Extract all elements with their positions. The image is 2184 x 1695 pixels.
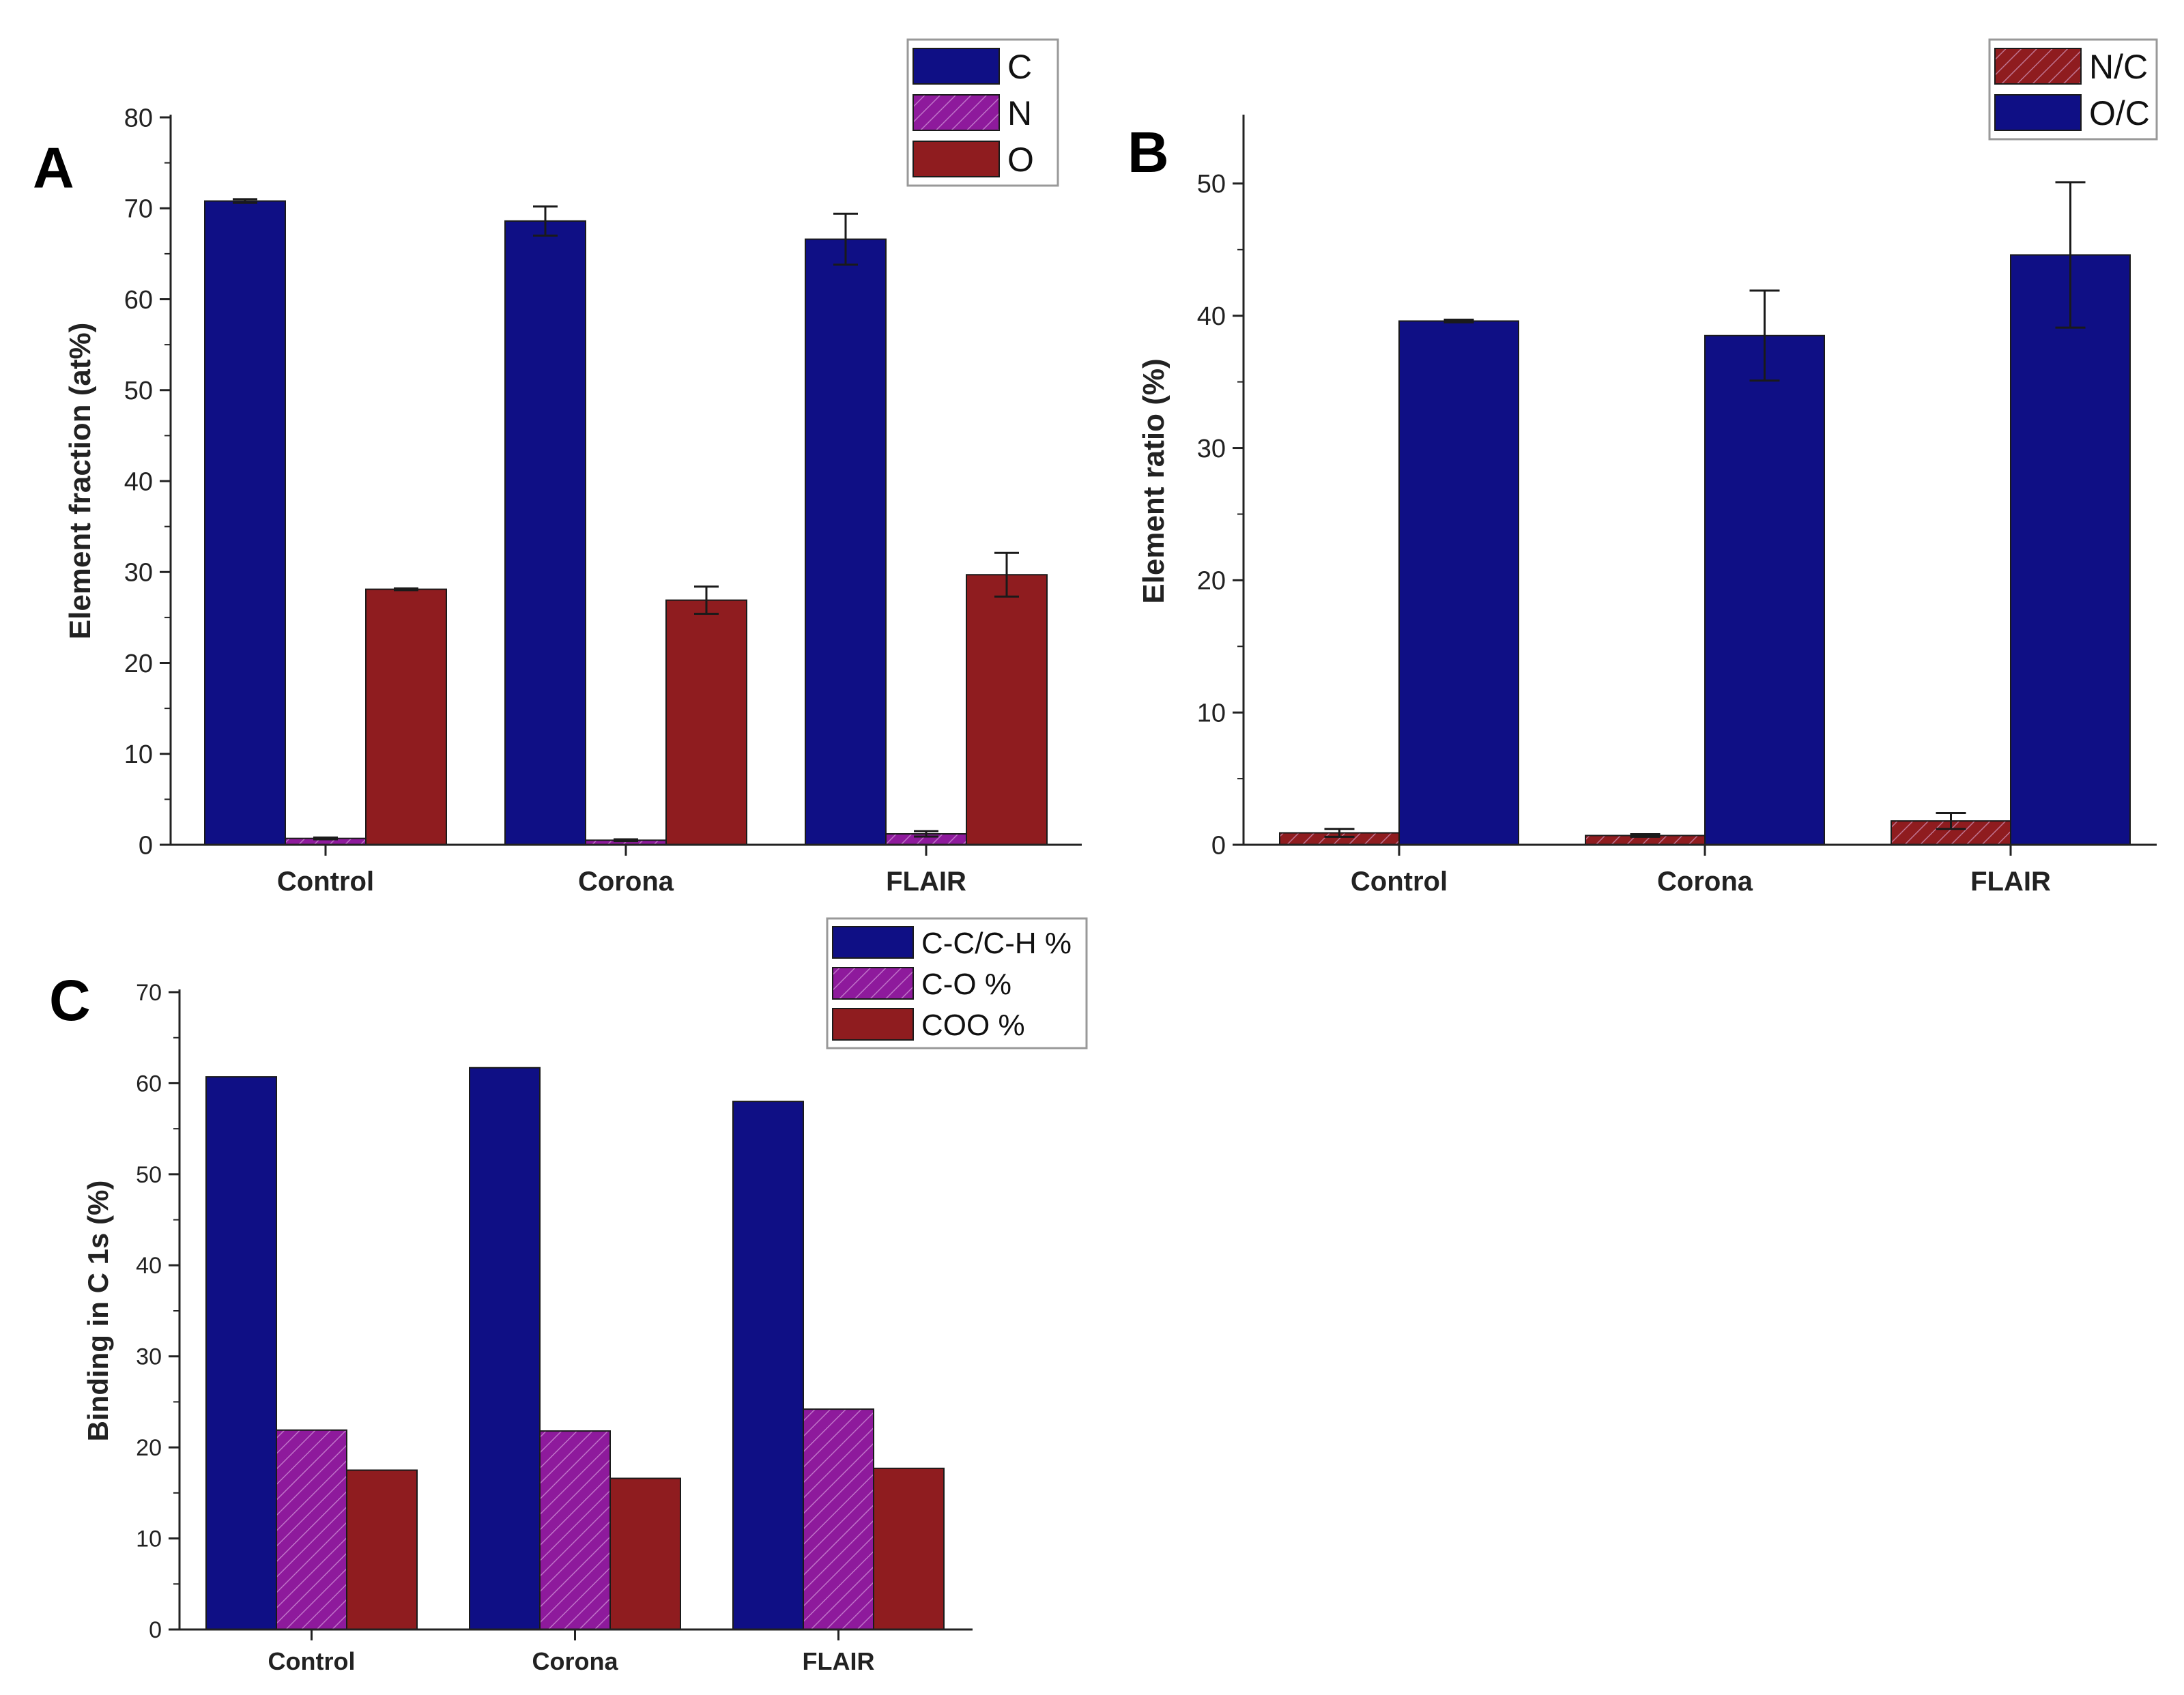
panel-b-ytick-label-10: 10 (1197, 699, 1226, 727)
panel-b-xtick-label-flair: FLAIR (1970, 867, 2051, 897)
panel-b-errorbar-o-c-flair (2055, 181, 2086, 329)
panel-a-ytick-label-60: 60 (124, 286, 153, 315)
panel-c-bar-c-c-c-h-control (205, 1076, 277, 1631)
panel-b-label: B (1127, 120, 1169, 184)
panel-b-ytick-label-20: 20 (1197, 567, 1226, 596)
panel-a-legend-label-o: O (1007, 141, 1034, 179)
panel-b-ytick-label-40: 40 (1197, 302, 1226, 331)
panel-c-ylabel: Binding in C 1s (%) (82, 1180, 114, 1442)
panel-b-chart: B 0 10 20 30 40 50 Element ratio (%) Control Coro… (1127, 38, 2158, 897)
panel-a-bar-o-corona (665, 599, 747, 845)
panel-a-errorbar-o-flair (994, 551, 1019, 598)
panel-b-legend-swatch-n-c (1994, 48, 2082, 85)
panel-a-legend-label-n: N (1007, 94, 1032, 132)
panel-a-bar-o-control (365, 588, 447, 845)
panel-c-ytick-label-10: 10 (136, 1526, 162, 1552)
panel-b-legend-swatch-o-c (1994, 94, 2082, 131)
panel-a-ytick-label-0: 0 (139, 831, 153, 860)
panel-a-errorbar-c-corona (533, 205, 558, 237)
panel-b-bar-o-c-flair (2010, 254, 2131, 845)
panel-b-errorbar-o-c-corona (1749, 289, 1780, 382)
panel-c-legend-swatch-coo (832, 1008, 914, 1041)
panel-c-legend-swatch-c-o (832, 967, 914, 1000)
panel-b-ytick-label-30: 30 (1197, 435, 1226, 463)
panel-b-bar-o-c-control (1398, 320, 1519, 846)
panel-b-ylabel: Element ratio (%) (1137, 358, 1170, 603)
panel-c-chart: C 0 10 20 30 40 50 60 70 Binding in C 1s (%) Contr… (49, 917, 1088, 1675)
panel-b-bar-o-c-corona (1704, 334, 1825, 845)
panel-c-ytick-label-50: 50 (136, 1162, 162, 1188)
panel-c-ytick-label-0: 0 (149, 1617, 162, 1643)
panel-a-chart: A 0 10 20 30 40 50 60 70 80 Element fraction (at%)… (33, 38, 1082, 897)
panel-a-bar-c-corona (504, 220, 586, 845)
panel-a-xtick-label-control: Control (277, 867, 374, 897)
panel-b-ytick-label-50: 50 (1197, 170, 1226, 199)
panel-a-bar-o-flair (966, 574, 1048, 845)
panel-c-bar-c-c-c-h-corona (469, 1067, 541, 1630)
panel-b-errorbar-n-c-corona (1630, 832, 1661, 838)
panel-c-legend-swatch-c-c-c-h (832, 926, 914, 959)
panel-b-ytick-label-0: 0 (1211, 831, 1226, 860)
panel-c-ytick-label-40: 40 (136, 1253, 162, 1279)
panel-a-legend: CNO (906, 38, 1059, 187)
panel-c-bar-c-c-c-h-flair (732, 1101, 804, 1630)
panel-b-legend: N/C O/C (1988, 38, 2158, 141)
panel-c-legend-label-c-c-c-h: C-C/C-H % (921, 927, 1072, 960)
panel-a-bar-c-control (204, 200, 286, 845)
panel-a-xtick-label-corona: Corona (578, 867, 674, 897)
panel-a-legend-swatch-o (913, 141, 1000, 177)
panel-b-errorbar-o-c-control (1443, 319, 1474, 323)
panel-a-errorbar-o-corona (694, 585, 719, 615)
panel-a-ytick-label-20: 20 (124, 650, 153, 678)
panel-a-xtick-label-flair: FLAIR (886, 867, 966, 897)
panel-c-bar-coo-flair (873, 1467, 945, 1631)
panel-b-legend-label-o-c: O/C (2089, 94, 2150, 132)
panel-c-ytick-label-70: 70 (136, 980, 162, 1006)
panel-b-legend-label-n-c: N/C (2089, 48, 2148, 86)
panel-a-ytick-label-50: 50 (124, 377, 153, 405)
panel-a-legend-label-c: C (1007, 48, 1032, 86)
panel-a-legend-swatch-n (913, 94, 1000, 131)
panel-c-ytick-label-30: 30 (136, 1344, 162, 1370)
panel-a-ytick-label-10: 10 (124, 740, 153, 769)
panel-a-legend-swatch-c (913, 48, 1000, 85)
panel-c-ytick-label-60: 60 (136, 1071, 162, 1097)
panel-a-ytick-label-80: 80 (124, 104, 153, 132)
panel-a-label: A (33, 136, 74, 200)
panel-a-errorbar-n-control (313, 836, 338, 841)
panel-a-errorbar-n-flair (914, 830, 938, 838)
panel-c-legend-label-coo: COO % (921, 1009, 1025, 1042)
panel-c-legend: C-C/C-H % C-O % COO % (826, 917, 1088, 1049)
panel-c-legend-label-c-o: C-O % (921, 968, 1011, 1001)
panel-c-ytick-label-20: 20 (136, 1435, 162, 1461)
panel-c-xtick-label-corona: Corona (532, 1647, 619, 1675)
panel-c-xtick-label-flair: FLAIR (803, 1647, 875, 1675)
panel-a-bar-c-flair (805, 238, 887, 845)
panel-a-errorbar-c-control (233, 198, 257, 204)
panel-b-errorbar-n-c-flair (1936, 811, 1966, 830)
panel-a-ytick-label-40: 40 (124, 467, 153, 496)
panel-c-bar-coo-corona (609, 1477, 681, 1630)
panel-a-ylabel: Element fraction (at%) (63, 323, 97, 640)
panel-a-errorbar-c-flair (833, 212, 858, 266)
panel-c-xtick-label-control: Control (268, 1647, 356, 1675)
panel-b-errorbar-n-c-control (1324, 828, 1355, 838)
panel-b-xtick-label-control: Control (1351, 867, 1448, 897)
panel-c-bar-c-o-control (276, 1429, 347, 1631)
panel-c-bar-c-o-corona (539, 1430, 611, 1631)
panel-a-ytick-label-30: 30 (124, 559, 153, 588)
panel-c-bar-coo-control (346, 1469, 418, 1630)
panel-a-errorbar-n-corona (614, 838, 638, 843)
panel-b-xtick-label-corona: Corona (1657, 867, 1753, 897)
panel-c-label: C (49, 968, 91, 1032)
panel-c-bar-c-o-flair (803, 1408, 874, 1630)
panel-a-errorbar-o-control (394, 587, 418, 592)
panel-a-ytick-label-70: 70 (124, 195, 153, 224)
